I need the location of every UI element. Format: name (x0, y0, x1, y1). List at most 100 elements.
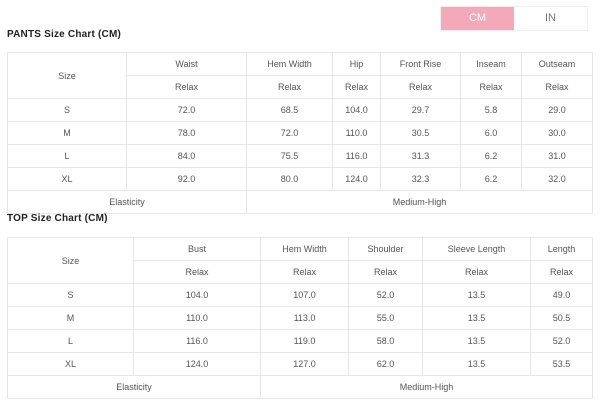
size-cell: L (7, 329, 134, 353)
fit-label: Relax (332, 75, 381, 99)
cm-button[interactable]: CM (441, 7, 514, 30)
table-row: XL 92.0 80.0 124.0 32.3 6.2 32.0 (7, 167, 593, 191)
measure-cell: 53.5 (530, 352, 593, 376)
measure-cell: 13.5 (422, 329, 531, 353)
measure-cell: 107.0 (260, 283, 349, 307)
elasticity-value: Medium-High (260, 375, 593, 399)
column-header: Outseam (521, 52, 593, 76)
measure-cell: 124.0 (332, 167, 381, 191)
table-row: XL 124.0 127.0 62.0 13.5 53.5 (7, 352, 593, 376)
measure-cell: 113.0 (260, 306, 349, 330)
measure-cell: 29.7 (380, 98, 461, 122)
measure-cell: 116.0 (133, 329, 261, 353)
measure-cell: 6.2 (460, 144, 522, 168)
in-button[interactable]: IN (514, 7, 587, 30)
measure-cell: 84.0 (126, 144, 247, 168)
measure-cell: 119.0 (260, 329, 349, 353)
fit-label: Relax (133, 260, 261, 284)
measure-cell: 68.5 (246, 98, 333, 122)
elasticity-label: Elasticity (7, 190, 247, 214)
measure-cell: 104.0 (133, 283, 261, 307)
pants-size-table: Size Waist Hem Width Hip Front Rise Inseam Out… (7, 52, 593, 214)
top-size-table: Size Bust Hem Width Shoulder Sleeve Length Le… (7, 237, 593, 399)
table-row: L 116.0 119.0 58.0 13.5 52.0 (7, 329, 593, 353)
fit-label: Relax (246, 75, 333, 99)
column-header: Hem Width (246, 52, 333, 76)
table-row: M 110.0 113.0 55.0 13.5 50.5 (7, 306, 593, 330)
measure-cell: 116.0 (332, 144, 381, 168)
pants-title: PANTS Size Chart (CM) (7, 29, 122, 40)
unit-toggle: CM IN (440, 6, 588, 31)
table-row: L 84.0 75.5 116.0 31.3 6.2 31.0 (7, 144, 593, 168)
measure-cell: 13.5 (422, 306, 531, 330)
measure-cell: 62.0 (348, 352, 423, 376)
measure-cell: 32.0 (521, 167, 593, 191)
elasticity-row: Elasticity Medium-High (7, 375, 593, 399)
fit-label: Relax (126, 75, 247, 99)
table-row: S 72.0 68.5 104.0 29.7 5.8 29.0 (7, 98, 593, 122)
size-cell: XL (7, 167, 127, 191)
column-header: Inseam (460, 52, 522, 76)
size-cell: S (7, 98, 127, 122)
measure-cell: 50.5 (530, 306, 593, 330)
table-row: S 104.0 107.0 52.0 13.5 49.0 (7, 283, 593, 307)
header-row: Size Waist Hem Width Hip Front Rise Inseam Out… (7, 52, 593, 99)
fit-label: Relax (348, 260, 423, 284)
column-header: Sleeve Length (422, 237, 531, 261)
measure-cell: 104.0 (332, 98, 381, 122)
measure-cell: 127.0 (260, 352, 349, 376)
measure-cell: 75.5 (246, 144, 333, 168)
size-cell: XL (7, 352, 134, 376)
size-cell: L (7, 144, 127, 168)
measure-cell: 58.0 (348, 329, 423, 353)
column-header: Hem Width (260, 237, 349, 261)
measure-cell: 30.0 (521, 121, 593, 145)
fit-row: Relax Relax Relax Relax Relax Relax (8, 75, 593, 99)
size-header: Size (7, 237, 134, 284)
measure-cell: 13.5 (422, 283, 531, 307)
measure-cell: 49.0 (530, 283, 593, 307)
measure-cell: 72.0 (126, 98, 247, 122)
column-header: Shoulder (348, 237, 423, 261)
measure-cell: 32.3 (380, 167, 461, 191)
measure-cell: 31.0 (521, 144, 593, 168)
measure-cell: 52.0 (530, 329, 593, 353)
size-cell: M (7, 121, 127, 145)
measure-cell: 110.0 (332, 121, 381, 145)
top-title: TOP Size Chart (CM) (7, 213, 108, 224)
fit-label: Relax (530, 260, 593, 284)
measure-cell: 78.0 (126, 121, 247, 145)
table-row: M 78.0 72.0 110.0 30.5 6.0 30.0 (7, 121, 593, 145)
measure-cell: 30.5 (380, 121, 461, 145)
fit-label: Relax (422, 260, 531, 284)
size-cell: S (7, 283, 134, 307)
column-header: Hip (332, 52, 381, 76)
column-header: Waist (126, 52, 247, 76)
measure-cell: 110.0 (133, 306, 261, 330)
measure-cell: 55.0 (348, 306, 423, 330)
header-row: Size Bust Hem Width Shoulder Sleeve Length Le… (7, 237, 593, 284)
measure-cell: 72.0 (246, 121, 333, 145)
column-header: Front Rise (380, 52, 461, 76)
measure-cell: 6.0 (460, 121, 522, 145)
measure-cell: 13.5 (422, 352, 531, 376)
measure-cell: 29.0 (521, 98, 593, 122)
size-header: Size (7, 52, 127, 99)
fit-label: Relax (380, 75, 461, 99)
measure-cell: 6.2 (460, 167, 522, 191)
fit-label: Relax (260, 260, 349, 284)
fit-label: Relax (521, 75, 593, 99)
measure-cell: 92.0 (126, 167, 247, 191)
measure-cell: 124.0 (133, 352, 261, 376)
elasticity-row: Elasticity Medium-High (7, 190, 593, 214)
measure-cell: 31.3 (380, 144, 461, 168)
size-cell: M (7, 306, 134, 330)
fit-label: Relax (460, 75, 522, 99)
measure-cell: 80.0 (246, 167, 333, 191)
column-header: Bust (133, 237, 261, 261)
measure-cell: 5.8 (460, 98, 522, 122)
elasticity-value: Medium-High (246, 190, 593, 214)
elasticity-label: Elasticity (7, 375, 261, 399)
measure-cell: 52.0 (348, 283, 423, 307)
column-header: Length (530, 237, 593, 261)
